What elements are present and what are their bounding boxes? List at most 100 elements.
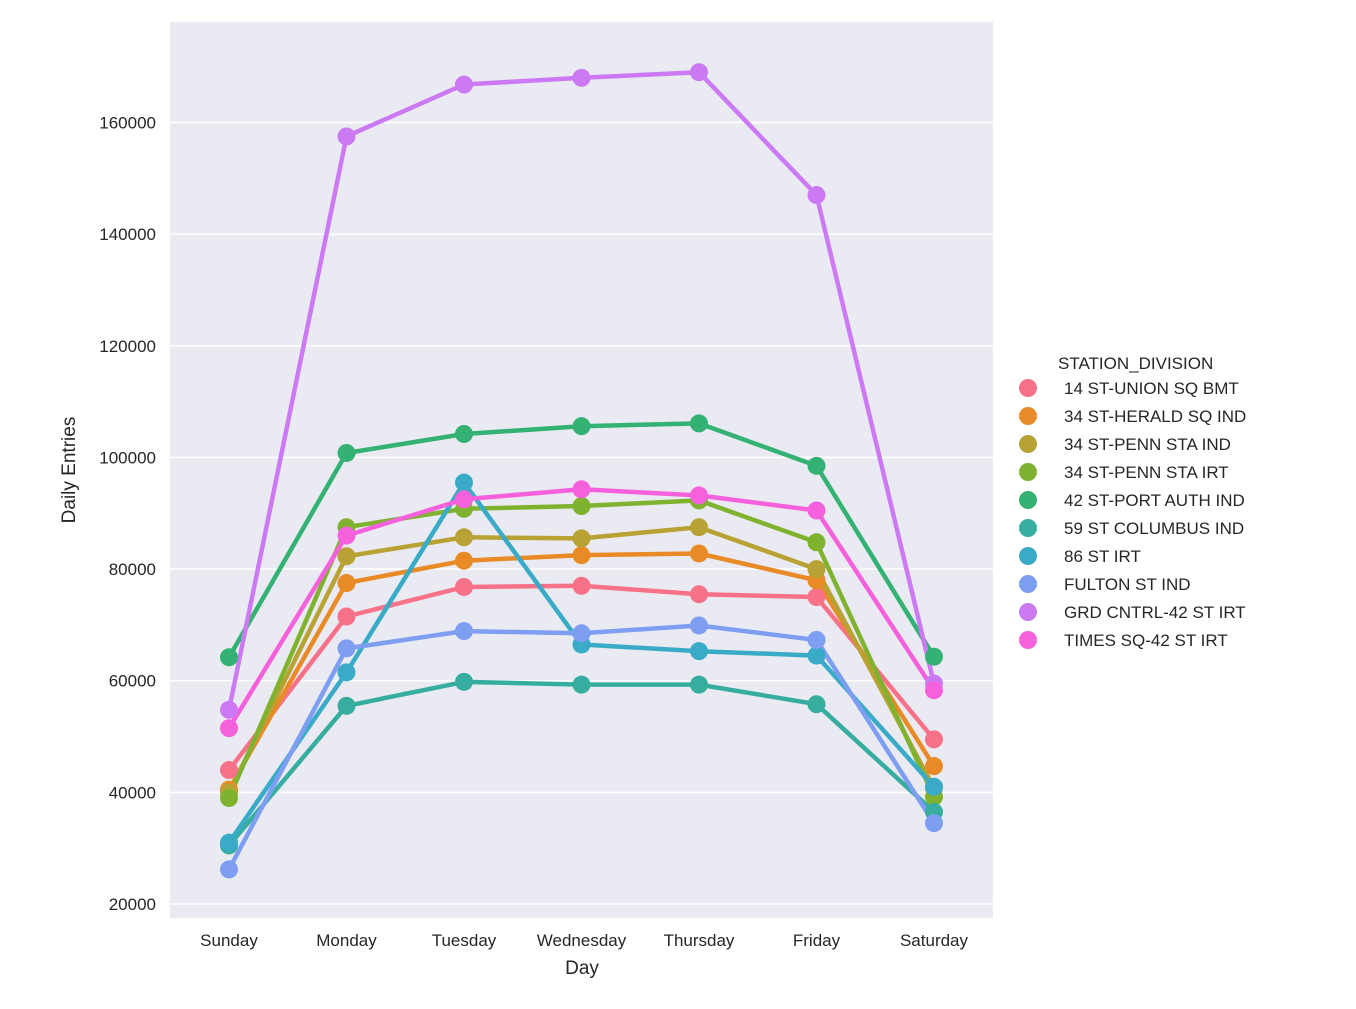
y-axis-label: Daily Entries [59, 417, 80, 524]
x-tick-label: Tuesday [432, 931, 497, 950]
data-point-42-st-port-auth-ind [220, 648, 238, 667]
x-tick-label: Wednesday [537, 931, 627, 950]
data-point-14-st-union-sq-bmt [337, 607, 356, 626]
data-point-86-st-irt [455, 473, 473, 492]
legend-marker [1019, 519, 1037, 537]
data-point-fulton-st-ind [807, 630, 826, 649]
x-tick-label: Monday [316, 931, 377, 950]
data-point-times-sq-42-st-irt [690, 486, 708, 505]
legend-marker [1019, 463, 1037, 481]
data-point-fulton-st-ind [690, 616, 708, 635]
y-tick-label: 160000 [99, 113, 156, 132]
data-point-42-st-port-auth-ind [807, 456, 826, 475]
x-tick-labels: Sunday Monday Tuesday Wednesday Thursday Frid… [200, 931, 968, 950]
y-tick-label: 80000 [109, 560, 156, 579]
plot-area [170, 22, 993, 918]
data-point-34-st-penn-sta-irt [220, 788, 238, 807]
data-point-34-st-penn-sta-ind [572, 529, 591, 548]
legend-marker [1019, 435, 1037, 453]
data-point-14-st-union-sq-bmt [807, 588, 826, 607]
legend-marker [1019, 603, 1037, 621]
y-tick-label: 140000 [99, 225, 156, 244]
data-point-86-st-irt [337, 663, 356, 682]
data-point-42-st-port-auth-ind [925, 647, 943, 666]
legend-marker [1019, 491, 1037, 509]
data-point-34-st-herald-sq-ind [925, 757, 943, 776]
data-point-times-sq-42-st-irt [220, 719, 238, 738]
x-tick-label: Sunday [200, 931, 258, 950]
data-point-59-st-columbus-ind [572, 675, 591, 694]
data-point-grd-cntrl-42-st-irt [220, 700, 238, 719]
legend-label: GRD CNTRL-42 ST IRT [1064, 603, 1246, 622]
y-tick-label: 60000 [109, 672, 156, 691]
legend-label: 59 ST COLUMBUS IND [1064, 519, 1244, 538]
legend-label: 86 ST IRT [1064, 547, 1141, 566]
data-point-14-st-union-sq-bmt [925, 730, 943, 749]
data-point-86-st-irt [220, 833, 238, 852]
data-point-fulton-st-ind [220, 860, 238, 879]
legend-label: 34 ST-HERALD SQ IND [1064, 407, 1246, 426]
legend-label: 34 ST-PENN STA IND [1064, 435, 1231, 454]
y-tick-labels: 20000 40000 60000 80000 100000 120000 140000 16… [99, 113, 156, 914]
data-point-grd-cntrl-42-st-irt [807, 186, 826, 205]
legend-marker [1019, 631, 1037, 649]
legend-items: 14 ST-UNION SQ BMT 34 ST-HERALD SQ IND 34 … [1019, 379, 1246, 650]
data-point-86-st-irt [690, 642, 708, 661]
legend-title: STATION_DIVISION [1058, 354, 1213, 373]
data-point-grd-cntrl-42-st-irt [572, 68, 591, 87]
data-point-34-st-herald-sq-ind [572, 546, 591, 565]
legend-label: FULTON ST IND [1064, 575, 1191, 594]
legend-label: TIMES SQ-42 ST IRT [1064, 631, 1228, 650]
data-point-59-st-columbus-ind [690, 675, 708, 694]
data-point-34-st-penn-sta-irt [807, 533, 826, 552]
data-point-times-sq-42-st-irt [807, 501, 826, 520]
x-tick-label: Thursday [664, 931, 735, 950]
data-point-42-st-port-auth-ind [455, 424, 473, 443]
data-point-grd-cntrl-42-st-irt [455, 75, 473, 94]
legend: STATION_DIVISION 14 ST-UNION SQ BMT 34 ST… [1019, 354, 1246, 650]
y-tick-label: 20000 [109, 895, 156, 914]
data-point-34-st-penn-sta-ind [337, 547, 356, 566]
data-point-86-st-irt [925, 777, 943, 796]
data-point-34-st-penn-sta-ind [690, 518, 708, 537]
data-point-59-st-columbus-ind [807, 695, 826, 714]
x-tick-label: Saturday [900, 931, 969, 950]
data-point-34-st-penn-sta-irt [572, 497, 591, 516]
legend-label: 14 ST-UNION SQ BMT [1064, 379, 1239, 398]
y-tick-label: 120000 [99, 337, 156, 356]
legend-label: 34 ST-PENN STA IRT [1064, 463, 1229, 482]
y-tick-label: 100000 [99, 448, 156, 467]
x-tick-label: Friday [793, 931, 841, 950]
data-point-34-st-herald-sq-ind [455, 551, 473, 570]
data-point-fulton-st-ind [572, 624, 591, 643]
data-point-14-st-union-sq-bmt [690, 585, 708, 604]
data-point-59-st-columbus-ind [337, 696, 356, 715]
x-axis-label: Day [565, 958, 599, 979]
legend-marker [1019, 547, 1037, 565]
data-point-34-st-herald-sq-ind [690, 544, 708, 563]
data-point-times-sq-42-st-irt [337, 526, 356, 545]
data-point-grd-cntrl-42-st-irt [337, 127, 356, 146]
legend-marker [1019, 575, 1037, 593]
data-point-42-st-port-auth-ind [690, 414, 708, 433]
series-points [220, 63, 943, 879]
data-point-34-st-penn-sta-ind [455, 528, 473, 547]
legend-marker [1019, 379, 1037, 397]
data-point-34-st-penn-sta-ind [807, 560, 826, 579]
data-point-times-sq-42-st-irt [455, 490, 473, 509]
data-point-14-st-union-sq-bmt [572, 576, 591, 595]
y-tick-label: 40000 [109, 783, 156, 802]
data-point-times-sq-42-st-irt [925, 681, 943, 700]
data-point-fulton-st-ind [455, 622, 473, 641]
data-point-times-sq-42-st-irt [572, 480, 591, 499]
data-point-fulton-st-ind [925, 814, 943, 833]
data-point-86-st-irt [807, 646, 826, 665]
data-point-14-st-union-sq-bmt [220, 761, 238, 780]
legend-marker [1019, 407, 1037, 425]
data-point-59-st-columbus-ind [455, 672, 473, 691]
legend-label: 42 ST-PORT AUTH IND [1064, 491, 1245, 510]
data-point-42-st-port-auth-ind [337, 443, 356, 462]
data-point-fulton-st-ind [337, 639, 356, 658]
